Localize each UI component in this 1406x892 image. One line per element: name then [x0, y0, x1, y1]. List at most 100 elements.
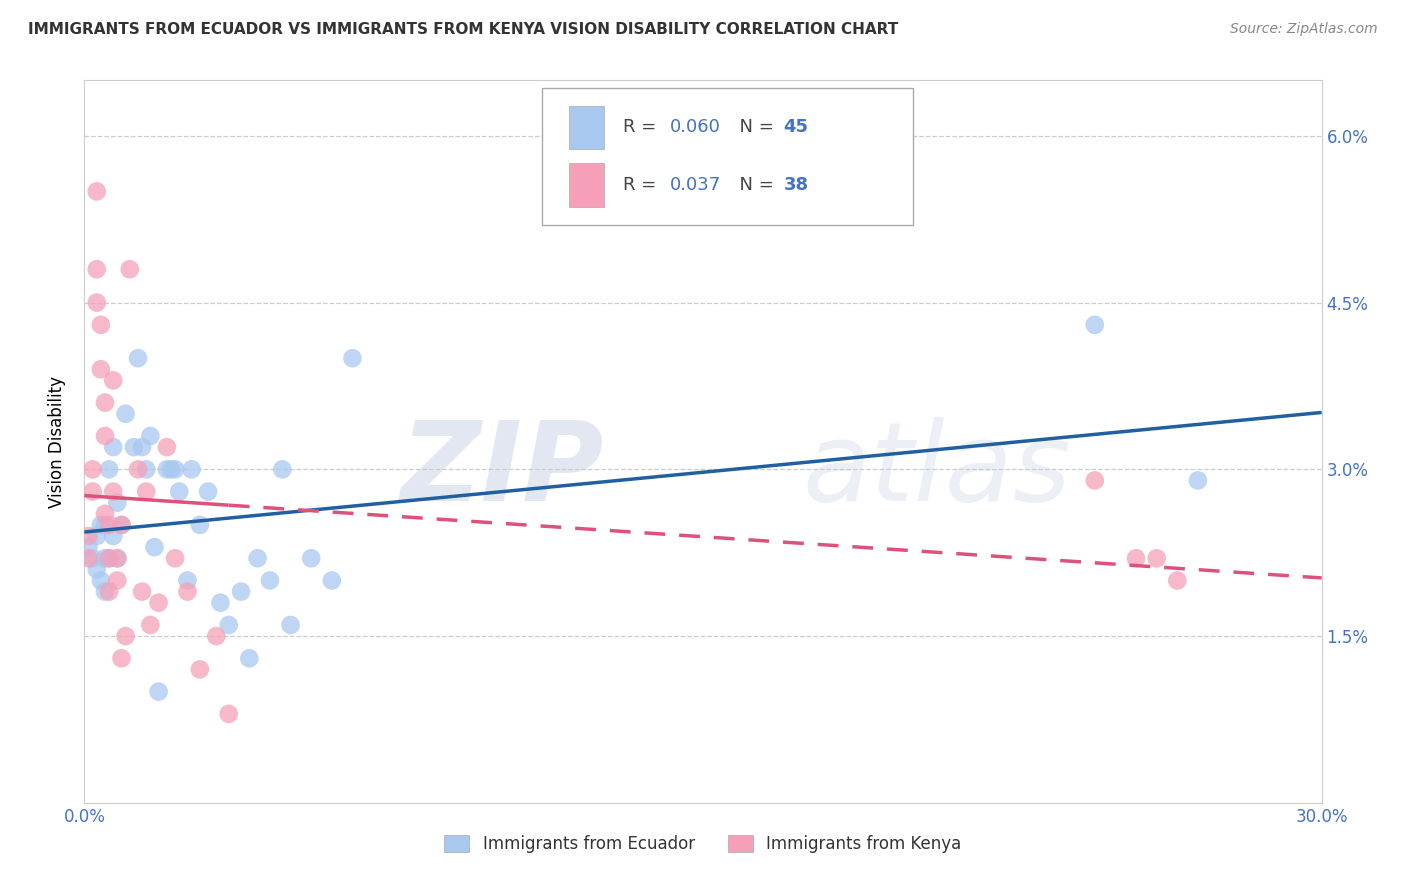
Point — [110, 517, 132, 532]
Bar — [569, 163, 605, 207]
Point — [90, 517, 112, 532]
Point — [105, 574, 128, 588]
Point — [103, 440, 125, 454]
Text: N =: N = — [728, 119, 779, 136]
Point — [114, 629, 136, 643]
Text: IMMIGRANTS FROM ECUADOR VS IMMIGRANTS FROM KENYA VISION DISABILITY CORRELATION C: IMMIGRANTS FROM ECUADOR VS IMMIGRANTS FR… — [28, 22, 898, 37]
Point — [77, 529, 100, 543]
Point — [110, 517, 132, 532]
Point — [148, 596, 170, 610]
Point — [188, 662, 211, 676]
Point — [188, 517, 211, 532]
Point — [131, 584, 153, 599]
Point — [205, 629, 228, 643]
Point — [94, 584, 117, 599]
Point — [122, 440, 145, 454]
Point — [321, 574, 343, 588]
Point — [98, 517, 121, 532]
Point — [143, 540, 166, 554]
Text: atlas: atlas — [801, 417, 1070, 524]
Point — [238, 651, 260, 665]
Point — [148, 684, 170, 698]
Point — [98, 584, 121, 599]
Point — [82, 462, 104, 476]
Point — [218, 706, 240, 721]
Point — [1187, 474, 1209, 488]
Point — [139, 618, 162, 632]
Point — [229, 584, 252, 599]
Point — [86, 562, 108, 576]
Point — [105, 496, 128, 510]
Point — [127, 462, 149, 476]
Bar — [569, 105, 605, 149]
Point — [82, 484, 104, 499]
Point — [218, 618, 240, 632]
Point — [90, 574, 112, 588]
Point — [1125, 551, 1147, 566]
Point — [90, 362, 112, 376]
Text: 38: 38 — [783, 176, 808, 194]
Point — [1146, 551, 1168, 566]
Point — [342, 351, 364, 366]
FancyBboxPatch shape — [543, 87, 914, 225]
Point — [103, 373, 125, 387]
Point — [90, 318, 112, 332]
Point — [94, 551, 117, 566]
Text: R =: R = — [623, 119, 662, 136]
Text: R =: R = — [623, 176, 662, 194]
Point — [94, 429, 117, 443]
Point — [110, 651, 132, 665]
Point — [86, 262, 108, 277]
Point — [114, 407, 136, 421]
Point — [209, 596, 232, 610]
Point — [86, 295, 108, 310]
Text: Source: ZipAtlas.com: Source: ZipAtlas.com — [1230, 22, 1378, 37]
Point — [160, 462, 183, 476]
Point — [103, 484, 125, 499]
Text: N =: N = — [728, 176, 779, 194]
Point — [77, 540, 100, 554]
Point — [86, 529, 108, 543]
Y-axis label: Vision Disability: Vision Disability — [48, 376, 66, 508]
Point — [156, 440, 179, 454]
Point — [135, 462, 157, 476]
Point — [167, 484, 190, 499]
Point — [94, 517, 117, 532]
Point — [180, 462, 202, 476]
Text: ZIP: ZIP — [401, 417, 605, 524]
Point — [1084, 318, 1107, 332]
Point — [82, 551, 104, 566]
Point — [271, 462, 294, 476]
Text: 0.037: 0.037 — [669, 176, 721, 194]
Point — [299, 551, 322, 566]
Point — [105, 551, 128, 566]
Point — [86, 185, 108, 199]
Point — [135, 484, 157, 499]
Point — [105, 551, 128, 566]
Text: 0.060: 0.060 — [669, 119, 720, 136]
Point — [176, 584, 198, 599]
Point — [118, 262, 141, 277]
Point — [259, 574, 281, 588]
Point — [1084, 474, 1107, 488]
Point — [98, 462, 121, 476]
Point — [127, 351, 149, 366]
Point — [246, 551, 269, 566]
Text: 45: 45 — [783, 119, 808, 136]
Point — [280, 618, 302, 632]
Point — [103, 529, 125, 543]
Point — [94, 395, 117, 409]
Point — [197, 484, 219, 499]
Point — [98, 551, 121, 566]
Point — [156, 462, 179, 476]
Point — [176, 574, 198, 588]
Point — [1166, 574, 1188, 588]
Legend: Immigrants from Ecuador, Immigrants from Kenya: Immigrants from Ecuador, Immigrants from… — [437, 828, 969, 860]
Point — [98, 551, 121, 566]
Point — [77, 551, 100, 566]
Point — [94, 507, 117, 521]
Point — [139, 429, 162, 443]
Point — [131, 440, 153, 454]
Point — [165, 551, 187, 566]
Point — [165, 462, 187, 476]
